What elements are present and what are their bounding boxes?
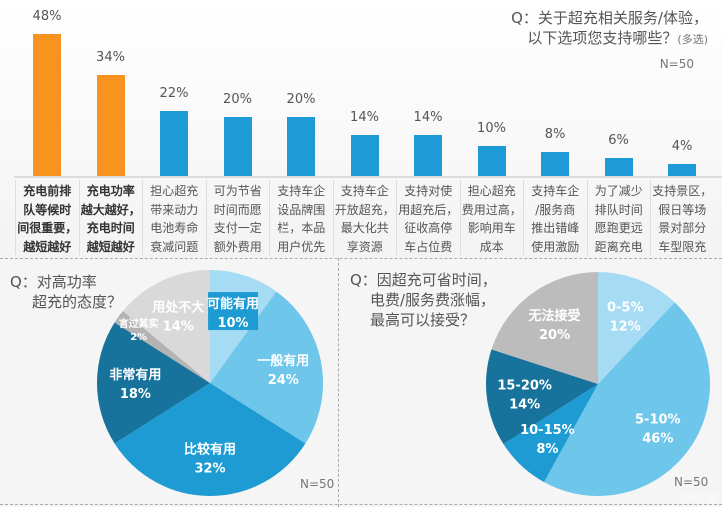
pie2-title-line3: 最高可以接受？ (370, 311, 476, 329)
pie1-slice-value: 10% (217, 316, 248, 331)
bar (350, 134, 379, 176)
bar (96, 75, 125, 176)
pie1-slice-label: 可能有用 (207, 296, 259, 312)
bar-chart-title-line2: 以下选项您支持哪些？ (527, 29, 678, 47)
multi-select-note: (多选) (677, 33, 708, 46)
bar-value-label: 14% (413, 109, 443, 125)
bar-value-label: 20% (223, 91, 252, 107)
bar-chart-sample-size: N=50 (659, 57, 694, 71)
watermark: 汽车之家 (674, 491, 718, 504)
pie1-title: Q：对高功率 超充的态度？ (10, 272, 122, 312)
pie2-slice (491, 272, 598, 384)
bar-value-label: 14% (350, 109, 379, 125)
bar-chart-baseline (14, 176, 722, 178)
pie2-slice-label: 无法接受 (528, 308, 581, 324)
bar-category-label: 支持车企 设品牌围 栏，本品 用户优先 (269, 180, 332, 255)
pie2-slice-value: 8% (536, 442, 558, 457)
pie2-slice-label: 5-10% (635, 412, 681, 427)
bar-value-label: 8% (544, 127, 566, 143)
pie1-title-line1: Q：对高功率 (10, 273, 97, 291)
pie1-slice-value: 2% (130, 332, 147, 343)
pie1-slice-value: 24% (268, 373, 299, 388)
highlight-box (208, 292, 259, 331)
pie2-slice (503, 384, 598, 483)
pie1-title-line2: 超充的态度？ (32, 293, 123, 311)
bar-category-label: 支持景区， 假日等场 景对部分 车型限充 (650, 180, 713, 255)
bar (668, 164, 696, 176)
bar-value-label: 6% (608, 133, 629, 149)
bar-value-label: 22% (159, 85, 189, 101)
section-divider-bottom (0, 504, 722, 505)
bar-category-label: 可为节省 时间而愿 支付一定 额外费用 (205, 180, 269, 255)
pie2-slice (544, 302, 711, 497)
bar-category-label: 支持对使 用超充后， 征收高停 车占位费 (396, 180, 459, 255)
pie2-slice-value: 12% (610, 319, 641, 334)
section-divider-horizontal (0, 258, 722, 259)
pie2-title: Q：因超充可省时间， 电费/服务费涨幅， 最高可以接受？ (350, 270, 497, 330)
pie2-slice-label: 15-20% (497, 378, 552, 393)
bar-category-label: 充电前排 队等候时 间很重要， 越短越好 (15, 180, 78, 255)
pie1-slice-label: 用处不大 (151, 300, 204, 316)
pie1-slice-value: 32% (194, 462, 225, 477)
bar (414, 134, 442, 176)
pie1-slice-value: 18% (120, 387, 151, 402)
pie1-slice-label: 言过其实 (119, 317, 159, 330)
bar-category-label: 为了减少 排队时间 愿跑更远 距离充电 (586, 180, 650, 255)
bar (33, 34, 61, 176)
bar-value-label: 48% (32, 9, 62, 24)
bar-category-label: 担心超充 费用过高， 影响用车 成本 (459, 180, 523, 255)
bar-value-label: 4% (671, 139, 693, 155)
pie2-slice-value: 46% (642, 431, 673, 446)
bar-value-label: 20% (286, 91, 316, 107)
bar (477, 146, 506, 176)
pie1-slice-label: 非常有用 (109, 367, 161, 383)
pie2-slice-label: 10-15% (520, 423, 575, 438)
pie2-title-line2: 电费/服务费涨幅， (370, 291, 496, 309)
pie1-slice (97, 322, 210, 444)
pie1-slice-value: 14% (163, 320, 194, 335)
bar-category-label: 支持车企 开放超充， 最大化共 享资源 (332, 180, 396, 255)
pie2-sample-size: N=50 (674, 475, 709, 489)
bar (287, 116, 315, 176)
pie2-slice-value: 14% (509, 397, 540, 412)
section-divider-vertical (338, 258, 339, 507)
bar-category-label: 充电功率 越大越好， 充电时间 越短越好 (78, 180, 142, 255)
bar-chart-title: Q：关于超充相关服务/体验， 以下选项您支持哪些？(多选) (511, 8, 708, 50)
bar-value-label: 34% (96, 50, 125, 66)
bar-category-label: 担心超充 带来动力 电池寿命 衰减问题 (142, 180, 205, 255)
pie1-slice (122, 270, 210, 383)
pie1-slice-label: 一般有用 (257, 353, 309, 369)
bar (223, 116, 252, 176)
bar (541, 152, 569, 176)
pie1-slice (210, 291, 323, 444)
pie1-slice (114, 383, 306, 496)
pie2-title-line1: Q：因超充可省时间， (350, 271, 497, 289)
bar (160, 110, 188, 176)
bar (604, 158, 633, 176)
pie2-slice-label: 0-5% (607, 300, 644, 315)
pie1-sample-size: N=50 (300, 477, 335, 491)
pie2-slice-value: 20% (539, 328, 570, 343)
pie2-slice (486, 349, 598, 445)
pie1-slice (114, 310, 210, 383)
pie2-slice (598, 272, 675, 384)
bar-value-label: 10% (477, 121, 506, 137)
pie1-slice-label: 比较有用 (184, 442, 236, 458)
bar-chart-title-line1: Q：关于超充相关服务/体验， (511, 9, 708, 27)
bar-category-label: 支持车企/服务商 推出错峰 使用激励 (523, 180, 586, 255)
